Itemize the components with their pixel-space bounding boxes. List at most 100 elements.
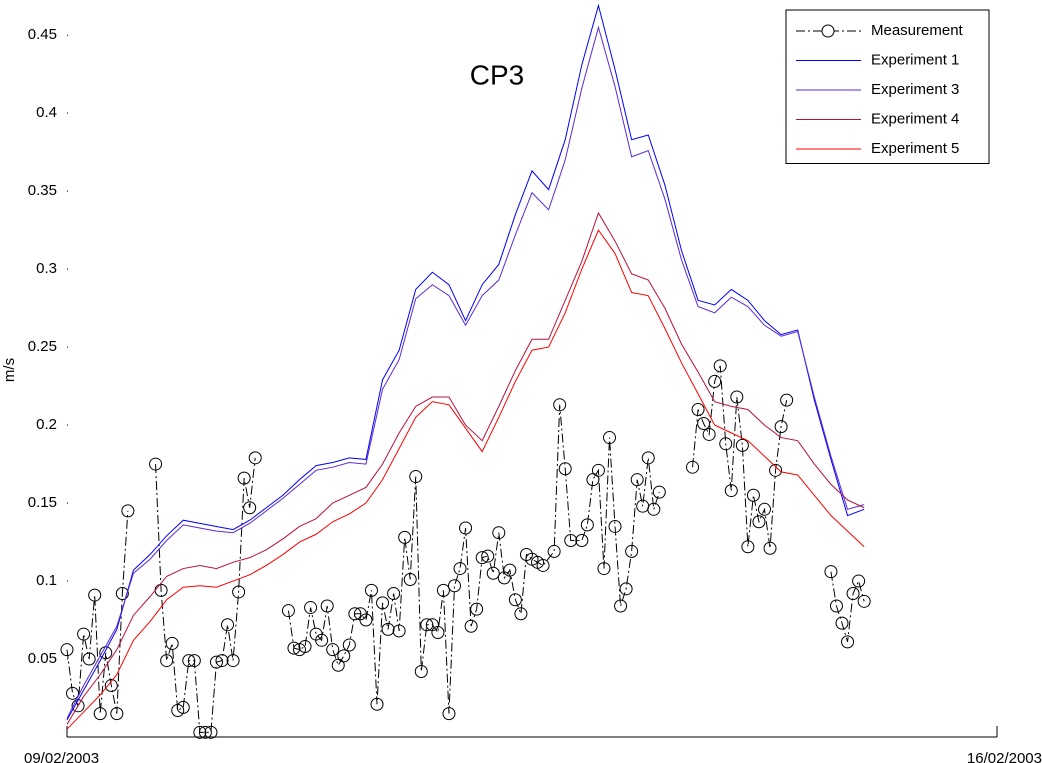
y-tick-label: 0.25 bbox=[28, 338, 57, 355]
measurement-point bbox=[597, 562, 611, 576]
measurement-point bbox=[614, 599, 628, 613]
measurement-point bbox=[769, 463, 783, 477]
measurement-point bbox=[503, 563, 517, 577]
measurement-point bbox=[337, 649, 351, 663]
measurement-point bbox=[841, 635, 855, 649]
measurement-point bbox=[315, 633, 329, 647]
y-tick-label: 0.35 bbox=[28, 182, 57, 199]
series-line bbox=[66, 211, 865, 725]
measurement-point bbox=[237, 471, 251, 485]
measurement-point bbox=[575, 533, 589, 547]
measurement-point bbox=[459, 521, 473, 535]
measurement-point bbox=[774, 420, 788, 434]
measurement-point bbox=[724, 484, 738, 498]
measurement-point bbox=[608, 519, 622, 533]
measurement-point bbox=[763, 541, 777, 555]
measurement-point bbox=[298, 640, 312, 654]
measurement-point bbox=[481, 549, 495, 563]
measurement-point bbox=[564, 533, 578, 547]
measurement-point bbox=[553, 398, 567, 412]
measurement-point bbox=[619, 582, 633, 596]
legend: Measurement Experiment 1 Experiment 3 Exper… bbox=[785, 9, 990, 164]
measurement-point bbox=[829, 599, 843, 613]
measurement-point bbox=[121, 504, 135, 518]
measurement-point bbox=[381, 622, 395, 636]
measurement-point bbox=[752, 515, 766, 529]
legend-box bbox=[785, 9, 990, 164]
measurement-point bbox=[641, 451, 655, 465]
measurement-point bbox=[370, 697, 384, 711]
measurement-point bbox=[204, 725, 218, 739]
legend-label: Experiment 4 bbox=[871, 110, 959, 127]
measurement-point bbox=[403, 572, 417, 586]
measurement-point bbox=[558, 462, 572, 476]
measurement-point bbox=[110, 707, 124, 721]
measurement-point bbox=[66, 686, 80, 700]
measurement-point bbox=[697, 417, 711, 431]
measurement-point bbox=[453, 562, 467, 576]
measurement-point bbox=[304, 601, 318, 615]
y-tick-label: 0.3 bbox=[36, 260, 57, 277]
measurement-point bbox=[536, 558, 550, 572]
measurement-point bbox=[93, 707, 107, 721]
measurement-point bbox=[376, 596, 390, 610]
series-line bbox=[66, 229, 865, 730]
series-line bbox=[66, 3, 865, 721]
measurement-point bbox=[176, 700, 190, 714]
measurement-point bbox=[359, 613, 373, 627]
measurement-point bbox=[287, 641, 301, 655]
series-line bbox=[66, 25, 865, 719]
measurement-point bbox=[514, 607, 528, 621]
measurement-point bbox=[160, 654, 174, 668]
legend-label: Experiment 1 bbox=[871, 51, 959, 68]
measurement-point bbox=[824, 565, 838, 579]
measurement-point bbox=[77, 627, 91, 641]
chart-title: CP3 bbox=[470, 59, 524, 90]
series-line bbox=[66, 365, 865, 733]
measurement-point bbox=[647, 502, 661, 516]
measurement-point bbox=[409, 470, 423, 484]
y-tick-label: 0.2 bbox=[36, 416, 57, 433]
measurement-point bbox=[221, 618, 235, 632]
measurement-point bbox=[492, 526, 506, 540]
measurement-point bbox=[730, 390, 744, 404]
measurement-point bbox=[735, 438, 749, 452]
y-tick-label: 0.05 bbox=[28, 650, 57, 667]
measurement-point bbox=[686, 460, 700, 474]
measurement-point bbox=[215, 654, 229, 668]
measurement-point bbox=[392, 624, 406, 638]
measurement-point bbox=[281, 604, 295, 618]
measurement-point bbox=[187, 654, 201, 668]
measurement-point bbox=[442, 707, 456, 721]
measurement-point bbox=[182, 654, 196, 668]
measurement-point bbox=[630, 473, 644, 487]
measurement-point bbox=[857, 594, 871, 608]
measurement-point bbox=[547, 544, 561, 558]
measurement-point bbox=[448, 579, 461, 593]
measurement-point bbox=[508, 593, 522, 607]
measurement-point bbox=[713, 359, 727, 373]
measurement-point bbox=[420, 618, 434, 632]
measurement-point bbox=[342, 638, 356, 652]
measurement-point bbox=[846, 587, 860, 601]
measurement-point bbox=[198, 725, 212, 739]
legend-label: Experiment 5 bbox=[871, 140, 959, 157]
measurement-point bbox=[591, 463, 605, 477]
measurement-point bbox=[719, 437, 733, 451]
measurement-point bbox=[702, 427, 716, 441]
measurement-point bbox=[464, 619, 478, 633]
measurement-point bbox=[431, 626, 445, 640]
measurement-point bbox=[193, 725, 207, 739]
measurement-point bbox=[580, 518, 594, 532]
x-tick-label: 09/02/2003 bbox=[24, 750, 99, 763]
measurement-point bbox=[226, 654, 240, 668]
measurement-point bbox=[741, 540, 755, 554]
measurement-point bbox=[331, 658, 345, 672]
measurement-point bbox=[60, 643, 74, 657]
measurement-point bbox=[652, 485, 666, 499]
measurement-point bbox=[475, 551, 489, 565]
y-axis-label: m/s bbox=[1, 358, 18, 382]
measurement-point bbox=[104, 679, 118, 693]
measurement-point bbox=[603, 431, 616, 445]
